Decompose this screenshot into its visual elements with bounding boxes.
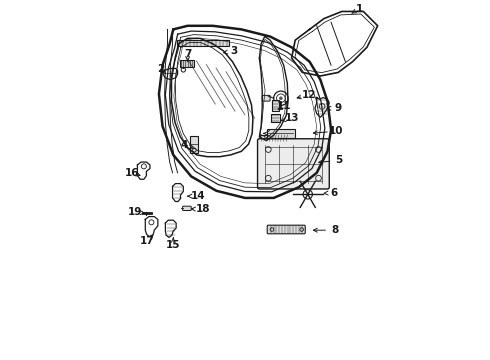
Circle shape (279, 96, 283, 100)
Text: 10: 10 (329, 126, 343, 136)
Text: 7: 7 (184, 49, 191, 59)
FancyBboxPatch shape (191, 136, 198, 153)
Text: 2: 2 (157, 64, 164, 74)
Text: 8: 8 (331, 225, 338, 235)
FancyBboxPatch shape (183, 206, 191, 211)
FancyBboxPatch shape (267, 225, 305, 234)
Text: 4: 4 (180, 140, 188, 150)
Text: 14: 14 (190, 191, 205, 201)
Text: 13: 13 (284, 113, 299, 123)
FancyBboxPatch shape (180, 60, 194, 67)
Circle shape (303, 190, 313, 199)
Text: 18: 18 (196, 204, 210, 215)
FancyBboxPatch shape (258, 139, 329, 189)
Text: 1: 1 (356, 4, 364, 14)
Text: 11: 11 (277, 101, 292, 111)
Text: 17: 17 (140, 236, 155, 246)
FancyBboxPatch shape (262, 95, 270, 101)
FancyBboxPatch shape (267, 129, 295, 138)
FancyBboxPatch shape (271, 114, 280, 122)
Text: 6: 6 (330, 188, 338, 198)
FancyBboxPatch shape (177, 40, 229, 46)
Text: 12: 12 (302, 90, 317, 100)
Text: 5: 5 (335, 155, 343, 165)
Text: 3: 3 (231, 46, 238, 56)
Text: 16: 16 (125, 168, 140, 178)
Text: 19: 19 (127, 207, 142, 217)
FancyBboxPatch shape (260, 135, 288, 141)
Text: 9: 9 (335, 103, 342, 113)
Text: 15: 15 (166, 239, 180, 249)
FancyBboxPatch shape (272, 100, 279, 111)
